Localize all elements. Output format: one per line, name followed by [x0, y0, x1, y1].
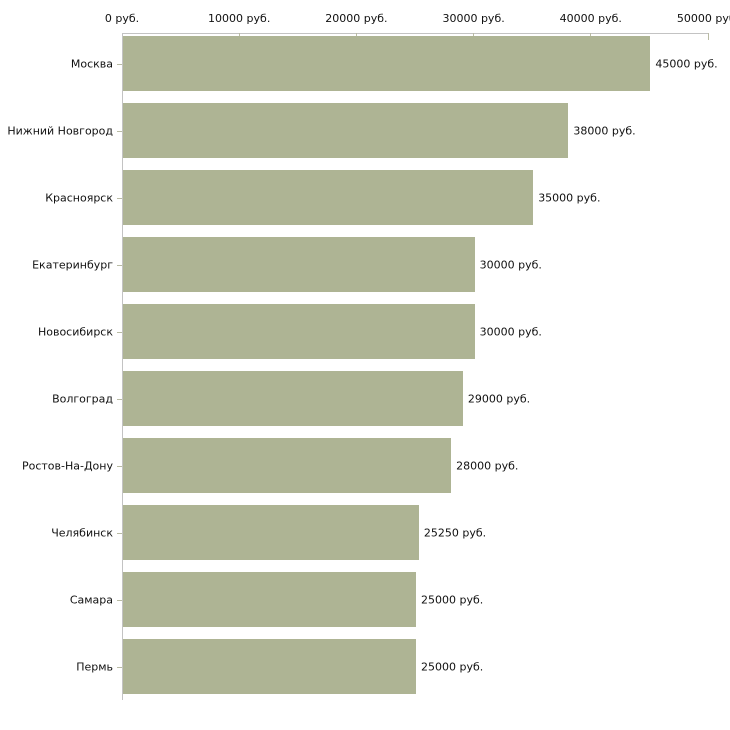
y-axis-tick	[117, 532, 122, 534]
category-label: Самара	[69, 593, 113, 606]
bar-value-label: 45000 руб.	[655, 57, 718, 70]
bar-value-label: 35000 руб.	[538, 191, 601, 204]
category-label: Красноярск	[45, 191, 113, 204]
x-axis-tick-label: 10000 руб.	[208, 12, 271, 25]
bar[interactable]	[123, 371, 463, 426]
bar[interactable]	[123, 505, 419, 560]
x-axis-tick-label: 30000 руб.	[442, 12, 505, 25]
x-axis-tick-label: 0 руб.	[104, 12, 140, 25]
x-axis-tick-label: 20000 руб.	[325, 12, 388, 25]
category-label: Волгоград	[52, 392, 113, 405]
y-axis-tick	[117, 398, 122, 400]
x-axis-tick-label: 50000 руб.	[676, 12, 730, 25]
bar[interactable]	[123, 639, 416, 694]
bar[interactable]	[123, 170, 534, 225]
y-axis-tick	[117, 599, 122, 601]
bar-value-label: 38000 руб.	[573, 124, 636, 137]
bar-value-label: 30000 руб.	[479, 325, 542, 338]
bar[interactable]	[123, 304, 475, 359]
bar-value-label: 25000 руб.	[421, 660, 484, 673]
bar-value-label: 25250 руб.	[423, 526, 487, 539]
category-label: Москва	[70, 57, 113, 70]
bar[interactable]	[123, 438, 452, 493]
y-axis-tick	[117, 331, 122, 333]
y-axis-line	[122, 33, 123, 700]
category-label: Челябинск	[51, 526, 113, 539]
bar[interactable]	[123, 572, 416, 627]
bar-value-label: 25000 руб.	[421, 593, 484, 606]
x-axis-tick	[707, 33, 709, 40]
category-label: Екатеринбург	[32, 258, 113, 271]
bar-value-label: 29000 руб.	[467, 392, 531, 405]
category-label: Новосибирск	[37, 325, 113, 338]
x-axis-line	[122, 33, 708, 34]
y-axis-tick	[117, 666, 122, 668]
y-axis-tick	[117, 63, 122, 65]
y-axis-tick	[117, 465, 122, 467]
y-axis-tick	[117, 197, 122, 199]
bar[interactable]	[123, 237, 475, 292]
x-axis-tick-label: 40000 руб.	[559, 12, 622, 25]
category-label: Нижний Новгород	[7, 124, 113, 137]
bar-value-label: 30000 руб.	[479, 258, 542, 271]
category-label: Пермь	[76, 660, 113, 673]
bar[interactable]	[123, 36, 651, 91]
bar[interactable]	[123, 103, 569, 158]
bar-value-label: 28000 руб.	[456, 459, 519, 472]
category-label: Ростов-На-Дону	[21, 459, 113, 472]
y-axis-tick	[117, 130, 122, 132]
y-axis-tick	[117, 264, 122, 266]
